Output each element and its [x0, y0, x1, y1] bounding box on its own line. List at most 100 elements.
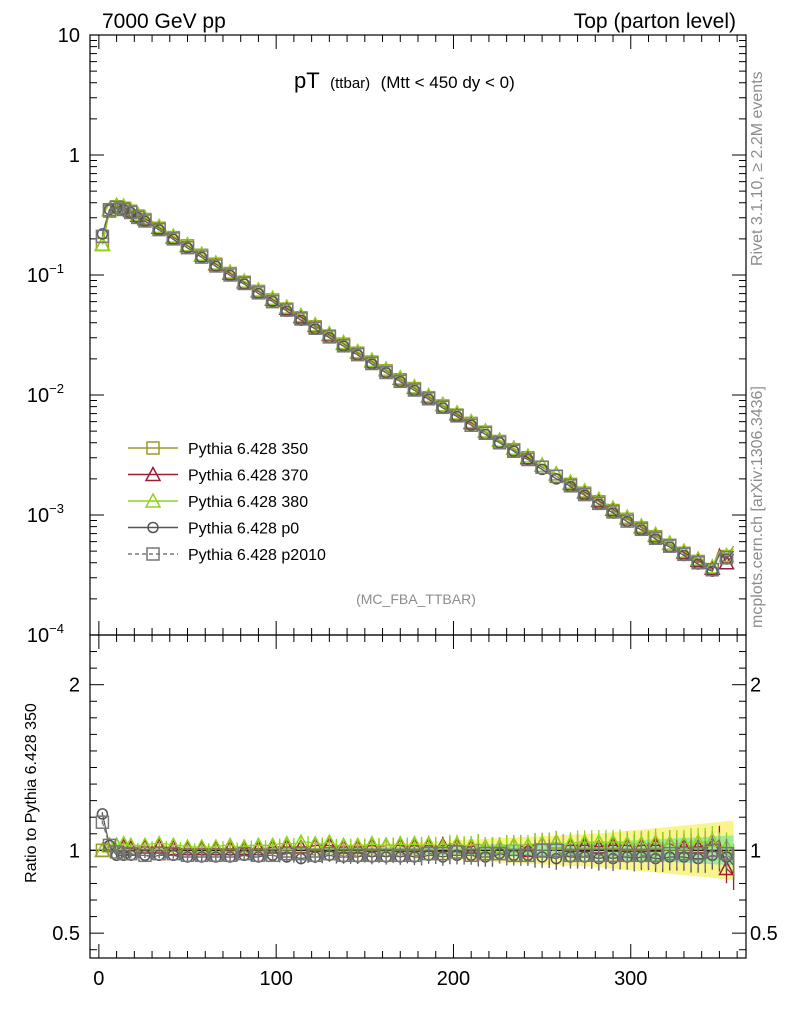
data-point: [464, 418, 478, 432]
data-point: [577, 487, 592, 502]
ratio-y-label: 0.5: [52, 923, 80, 945]
ratio-point: [237, 846, 251, 861]
data-point: [265, 294, 280, 309]
data-point: [131, 210, 145, 225]
data-point: [292, 306, 310, 323]
ratio-point: [577, 848, 592, 863]
ratio-point: [223, 848, 237, 863]
ratio-point: [521, 848, 535, 863]
legend-label: Pythia 6.428 p2010: [188, 547, 326, 564]
ratio-point: [718, 859, 735, 876]
ratio-point: [95, 843, 110, 858]
data-point: [677, 547, 691, 562]
title-main: pT: [294, 68, 320, 93]
data-point: [604, 499, 622, 515]
data-point: [194, 250, 209, 264]
data-point: [124, 205, 138, 220]
data-point: [719, 551, 734, 565]
plot-title: pT (ttbar) (Mtt < 450 dy < 0): [294, 68, 515, 93]
ratio-point: [109, 845, 124, 859]
data-point: [237, 276, 251, 291]
ratio-point: [280, 846, 294, 861]
data-point: [465, 419, 477, 431]
ratio-point: [478, 846, 493, 861]
ratio-point: [365, 848, 379, 863]
data-point: [606, 505, 620, 519]
ratio-point: [450, 845, 464, 859]
ratio-y-label: 2: [69, 675, 80, 697]
data-point: [563, 479, 578, 493]
data-point: [306, 316, 324, 332]
data-point: [280, 303, 294, 317]
x-tick-label: 0: [93, 968, 104, 990]
ratio-series-s350: [95, 843, 110, 858]
ratio-point: [194, 848, 209, 863]
data-point: [535, 460, 549, 474]
ratio-point: [407, 848, 422, 863]
data-point: [152, 222, 166, 237]
data-point: [336, 339, 351, 353]
legend-label: Pythia 6.428 350: [188, 441, 308, 458]
data-point: [689, 550, 707, 566]
ratio-point: [393, 848, 408, 863]
legend-label: Pythia 6.428 p0: [188, 521, 299, 538]
header-left: 7000 GeV pp: [102, 10, 226, 33]
ratio-point: [464, 848, 478, 863]
series-p2010: [95, 200, 735, 577]
data-point: [533, 456, 551, 472]
ratio-point: [691, 846, 705, 861]
ratio-ylabel: Ratio to Pythia 6.428 350: [23, 703, 40, 883]
ratio-point: [535, 843, 549, 858]
ratio-point: [136, 836, 154, 853]
rivet-label: Rivet 3.1.10, ≥ 2.2M events: [749, 71, 766, 266]
data-point: [294, 312, 308, 326]
data-point: [550, 473, 563, 485]
data-point: [663, 539, 677, 553]
ratio-point: [294, 846, 308, 861]
data-point: [321, 324, 338, 341]
ratio-point: [677, 846, 691, 861]
data-point: [562, 473, 579, 489]
y-tick-label: 10−4: [27, 621, 64, 647]
ratio-y-label-right: 2: [750, 675, 761, 697]
legend-label: Pythia 6.428 370: [188, 468, 308, 485]
ratio-point: [663, 846, 677, 861]
ratio-point: [265, 848, 280, 863]
data-point: [322, 330, 337, 344]
data-point: [492, 436, 507, 450]
data-point: [634, 522, 649, 537]
ratio-point: [549, 843, 564, 858]
x-tick-label: 200: [437, 968, 470, 990]
ratio-point: [124, 846, 138, 861]
data-point: [620, 514, 634, 528]
y-tick-label: 10: [58, 25, 80, 47]
ratio-point: [648, 848, 663, 863]
data-point: [379, 365, 393, 380]
ratio-point: [166, 846, 181, 861]
data-point: [493, 437, 506, 449]
data-point: [251, 286, 266, 300]
data-point: [648, 531, 663, 546]
data-point: [166, 232, 181, 246]
data-point: [506, 444, 521, 458]
main-panel: 10 1 10−1 10−2 10−3 10−4: [27, 25, 747, 647]
ratio-point: [634, 848, 649, 863]
data-point: [675, 542, 693, 558]
ratio-point: [506, 848, 521, 863]
data-point: [522, 453, 534, 466]
y-tick-label: 1: [69, 145, 80, 167]
data-point: [618, 508, 636, 524]
legend: Pythia 6.428 350 Pythia 6.428 370 Pythia 6…: [128, 441, 326, 564]
ratio-point: [152, 846, 166, 861]
data-point: [393, 374, 408, 389]
data-point: [308, 321, 322, 335]
legend-marker: [144, 465, 162, 482]
data-point: [549, 469, 564, 484]
data-point: [95, 229, 110, 244]
data-point: [478, 426, 493, 441]
ratio-point: [719, 846, 734, 861]
data-point: [436, 400, 450, 415]
data-point: [94, 235, 111, 252]
y-tick-label: 10−3: [27, 501, 64, 527]
